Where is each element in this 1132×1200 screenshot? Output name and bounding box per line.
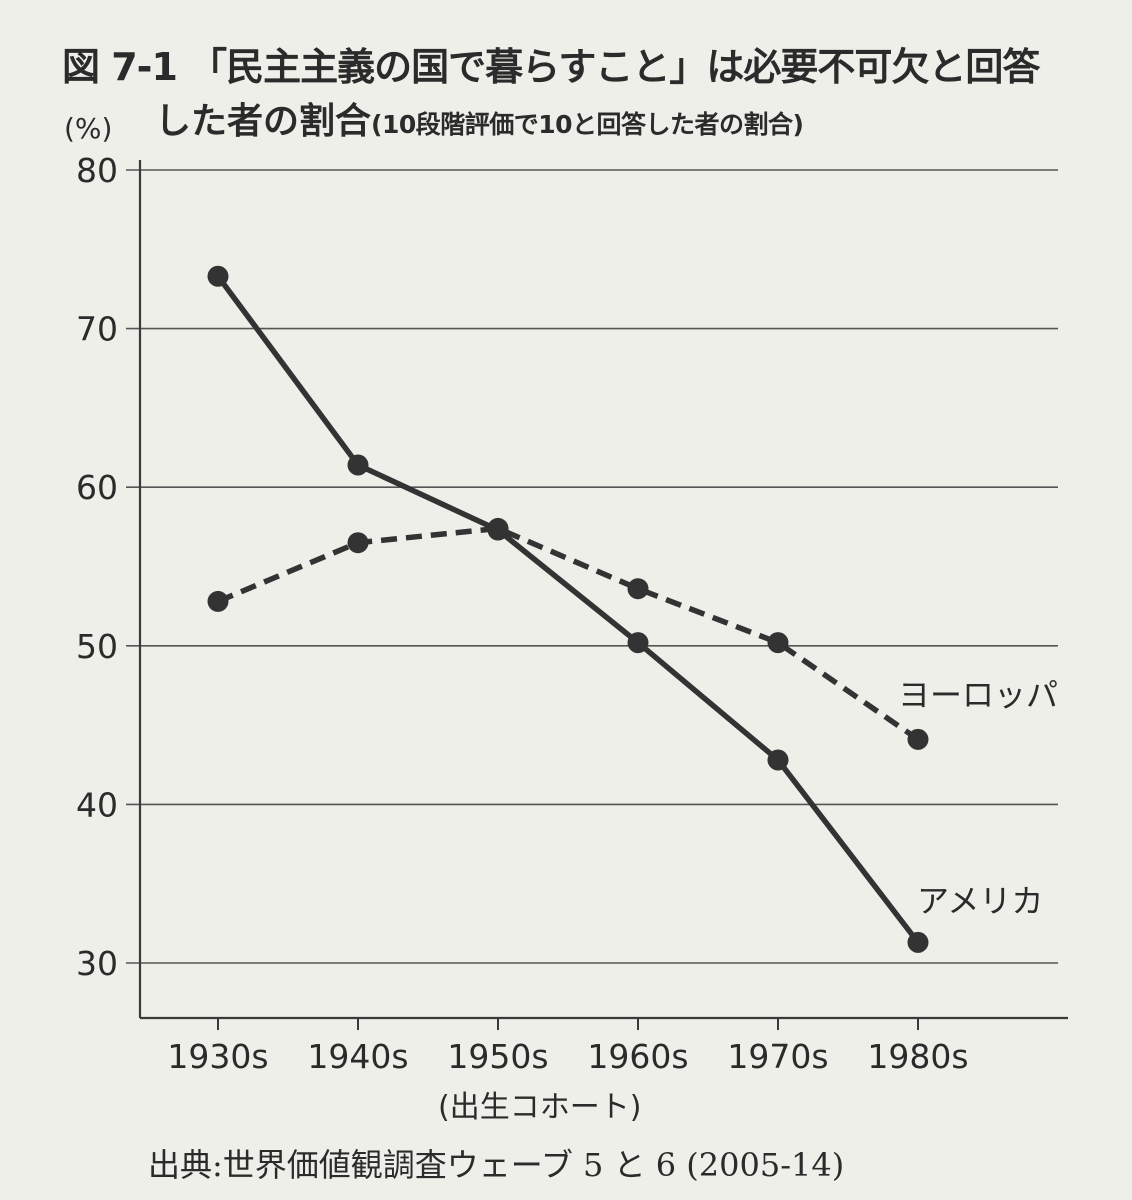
- data-point-europe-1940s: [347, 532, 369, 554]
- source-note: 出典:世界価値観調査ウェーブ 5 と 6 (2005-14): [148, 1146, 845, 1184]
- x-axis-title: (出生コホート): [438, 1090, 642, 1125]
- x-tick-label-1980s: 1980s: [867, 1037, 968, 1076]
- y-tick-label-30: 30: [76, 944, 118, 983]
- data-point-europe-1970s: [767, 632, 789, 654]
- figure-title-main: した者の割合: [155, 101, 372, 142]
- data-point-america-1970s: [767, 749, 789, 771]
- y-tick-label-50: 50: [76, 627, 118, 666]
- data-point-america-1930s: [207, 265, 229, 287]
- data-point-europe-1930s: [207, 590, 229, 612]
- data-point-america-1940s: [347, 454, 369, 476]
- x-tick-label-1930s: 1930s: [167, 1037, 268, 1076]
- y-tick-label-60: 60: [76, 468, 118, 507]
- x-tick-label-1970s: 1970s: [727, 1037, 828, 1076]
- y-tick-label-80: 80: [76, 151, 118, 190]
- y-axis-unit: (%): [64, 112, 113, 145]
- figure-subtitle: (10段階評価で10と回答した者の割合): [371, 110, 804, 139]
- x-tick-label-1950s: 1950s: [447, 1037, 548, 1076]
- figure-title: 図 7-1 「民主主義の国で暮らすこと」は必要不可欠と回答: [62, 45, 1040, 89]
- y-tick-label-70: 70: [76, 310, 118, 349]
- series-label-america: アメリカ: [917, 882, 1043, 920]
- series-line-america: [215, 274, 921, 945]
- y-tick-label-40: 40: [76, 785, 118, 824]
- data-point-america-1980s: [907, 931, 929, 953]
- series-label-europe: ヨーロッパ: [898, 676, 1058, 714]
- data-point-america-1960s: [627, 632, 649, 654]
- data-point-europe-1980s: [907, 728, 929, 750]
- data-point-europe-1950s: [487, 517, 509, 539]
- x-tick-label-1940s: 1940s: [307, 1037, 408, 1076]
- figure-title-line2: した者の割合(10段階評価で10と回答した者の割合): [155, 92, 804, 144]
- data-point-europe-1960s: [627, 578, 649, 600]
- series-line-europe: [216, 525, 920, 742]
- x-tick-label-1960s: 1960s: [587, 1037, 688, 1076]
